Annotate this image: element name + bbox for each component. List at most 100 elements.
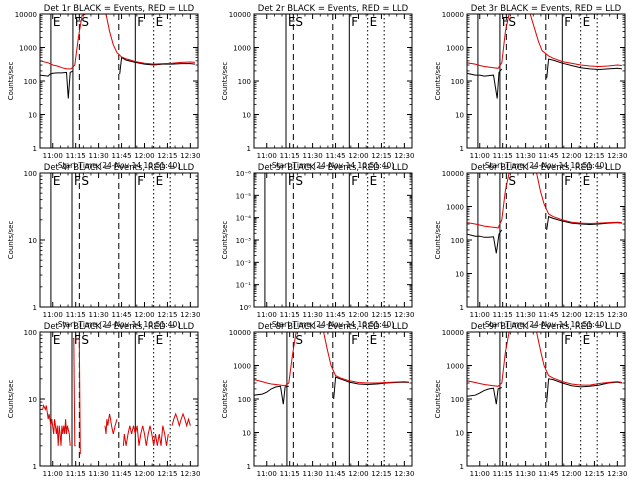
y-tick-label: 1000	[233, 45, 251, 53]
plot-frame	[39, 331, 199, 467]
x-tick-label: 11:00	[43, 311, 63, 319]
x-tick-label: 12:00	[561, 311, 581, 319]
y-tick-label: 10000	[442, 170, 464, 178]
y-tick-label: 1	[247, 145, 251, 153]
y-tick-label: 1000	[446, 45, 464, 53]
x-tick-label: 11:45	[325, 152, 345, 160]
plot-area	[40, 332, 191, 466]
x-tick-label: 11:00	[470, 470, 490, 478]
y-axis-label: Counts/sec	[221, 380, 229, 419]
y-tick-label: 100	[451, 396, 464, 404]
x-tick-label: 12:30	[607, 152, 627, 160]
marker-label: F	[75, 15, 82, 29]
y-tick-label: 1000	[446, 363, 464, 371]
marker-label: E	[583, 333, 591, 347]
plot-area	[40, 14, 195, 148]
marker-label: S	[508, 174, 516, 188]
x-tick-label: 12:30	[180, 470, 200, 478]
y-axis-label: Counts/sec	[434, 62, 442, 101]
lld-series-line	[467, 173, 622, 229]
x-tick-label: 11:15	[66, 152, 86, 160]
x-tick-label: 12:15	[157, 152, 177, 160]
y-tick-label: 10	[28, 112, 37, 120]
y-tick-label: 1	[460, 304, 464, 312]
panel-4: Det 4r BLACK = Events, RED = LLD Counts/s…	[7, 163, 200, 329]
marker-label: E	[370, 15, 378, 29]
x-tick-label: 11:00	[257, 152, 277, 160]
plot-area	[50, 173, 171, 307]
y-tick-label: 100	[238, 396, 251, 404]
x-tick-label: 11:15	[493, 470, 513, 478]
y-tick-label: 10	[242, 112, 251, 120]
y-tick-label: 10	[455, 112, 464, 120]
x-tick-label: 12:15	[584, 311, 604, 319]
marker-label: F	[351, 333, 358, 347]
x-tick-label: 12:00	[561, 152, 581, 160]
lld-series-line	[104, 413, 118, 435]
plot-frame	[253, 13, 413, 149]
marker-label: E	[156, 15, 164, 29]
lld-series-line	[40, 14, 195, 70]
plot-frame	[39, 172, 199, 308]
marker-label: F	[137, 333, 144, 347]
x-tick-label: 11:45	[538, 470, 558, 478]
panel-title: Det 1r BLACK = Events, RED = LLD	[44, 4, 195, 14]
x-tick-label: 12:00	[134, 311, 154, 319]
panel-title: Det 6r BLACK = Events, RED = LLD	[471, 163, 622, 173]
plot-area	[467, 173, 622, 307]
x-tick-label: 11:45	[538, 311, 558, 319]
x-tick-label: 11:45	[325, 470, 345, 478]
plot-frame	[39, 13, 199, 149]
marker-label: S	[508, 15, 516, 29]
y-tick-label: 100	[238, 78, 251, 86]
y-axis-label: Counts/sec	[434, 221, 442, 260]
x-tick-label: 12:00	[561, 470, 581, 478]
marker-label: F	[564, 174, 571, 188]
y-tick-label: 10⁻³	[236, 237, 252, 245]
x-tick-label: 12:15	[371, 152, 391, 160]
marker-label: S	[81, 15, 89, 29]
x-tick-label: 11:15	[493, 152, 513, 160]
y-axis-label: Counts/sec	[221, 221, 229, 260]
x-tick-label: 12:00	[134, 470, 154, 478]
panel-title: Det 3r BLACK = Events, RED = LLD	[471, 4, 622, 14]
y-tick-label: 10⁻⁵	[236, 192, 252, 200]
lld-series-line	[40, 403, 71, 446]
x-axis-label: Start Time (24-Nov-14 10:51:40)	[272, 161, 394, 170]
x-tick-label: 11:00	[43, 470, 63, 478]
x-tick-label: 11:15	[66, 470, 86, 478]
x-tick-label: 11:15	[66, 311, 86, 319]
panel-8: Det 8r BLACK = Events, RED = LLD Counts/s…	[221, 322, 414, 480]
y-tick-label: 1	[247, 463, 251, 471]
x-tick-label: 11:00	[257, 311, 277, 319]
x-axis-label: Start Time (24-Nov-14 10:51:40)	[272, 320, 394, 329]
x-axis-label: Start Time (24-Nov-14 10:51:40)	[485, 320, 607, 329]
lld-series-line	[467, 14, 622, 69]
panel-6: Det 6r BLACK = Events, RED = LLD Counts/s…	[434, 163, 627, 329]
x-tick-label: 11:30	[516, 311, 536, 319]
x-axis-label: Start Time (24-Nov-14 10:51:40)	[58, 320, 180, 329]
marker-label: F	[74, 333, 81, 347]
y-axis-label: Counts/sec	[434, 380, 442, 419]
x-tick-label: 11:30	[89, 152, 109, 160]
x-tick-label: 12:00	[348, 311, 368, 319]
x-tick-label: 11:30	[303, 152, 323, 160]
events-series-line	[546, 58, 622, 79]
y-tick-label: 10	[455, 430, 464, 438]
y-tick-label: 100	[24, 329, 37, 337]
y-tick-label: 1000	[446, 204, 464, 212]
x-tick-label: 11:15	[280, 152, 300, 160]
x-tick-label: 11:45	[111, 311, 131, 319]
x-tick-label: 11:00	[470, 311, 490, 319]
lld-series-line	[171, 412, 191, 428]
marker-label: F	[351, 174, 358, 188]
x-tick-label: 11:45	[111, 152, 131, 160]
marker-label: F	[351, 15, 358, 29]
x-tick-label: 12:15	[371, 470, 391, 478]
y-tick-label: 10000	[229, 329, 251, 337]
x-tick-label: 12:30	[607, 470, 627, 478]
events-series-line	[467, 229, 503, 254]
x-tick-label: 12:00	[348, 152, 368, 160]
panel-title: Det 7r BLACK = Events, RED = LLD	[44, 322, 195, 332]
marker-label: E	[53, 174, 61, 188]
